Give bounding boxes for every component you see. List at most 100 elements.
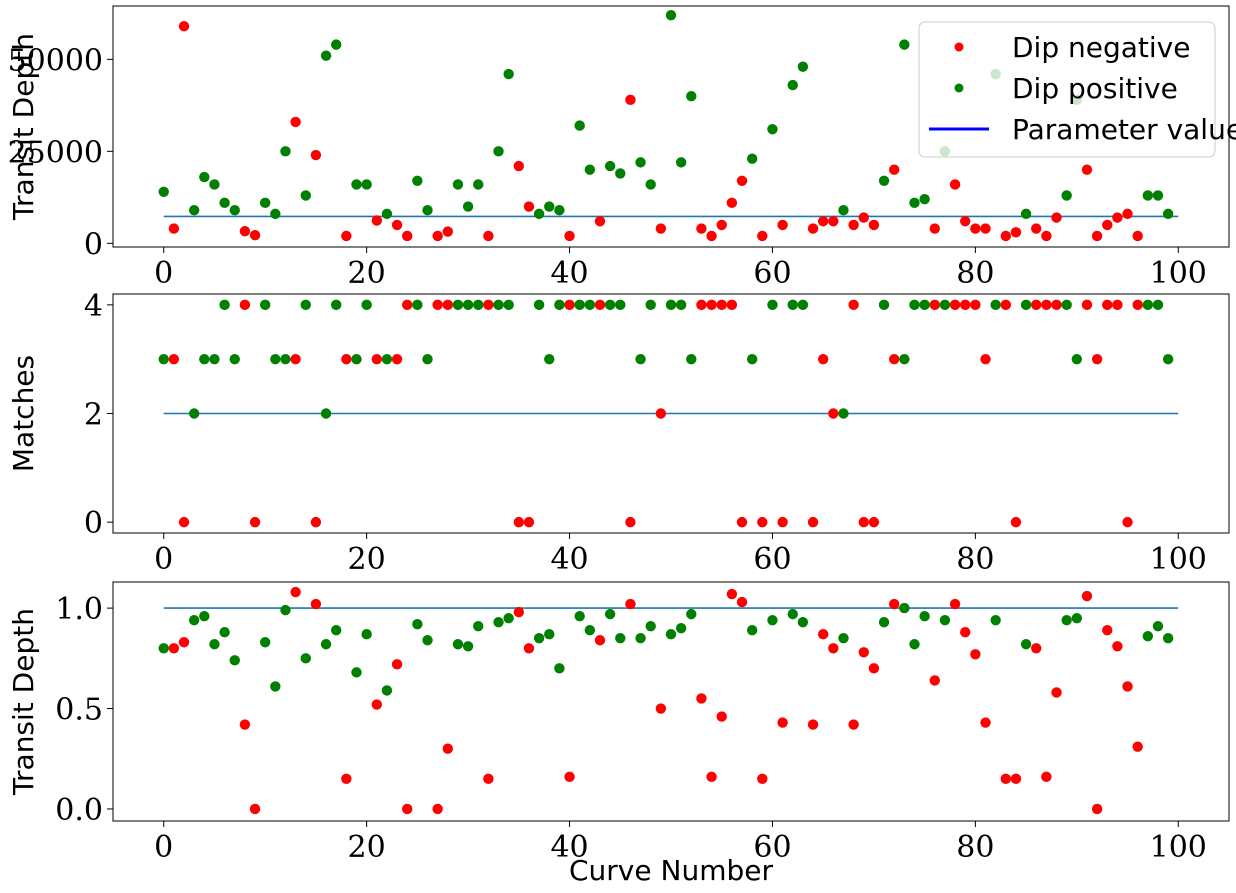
data-point <box>716 219 727 231</box>
data-point <box>391 659 403 670</box>
data-point <box>939 614 951 626</box>
data-point <box>442 743 453 754</box>
legend-label: Dip negative <box>1012 31 1190 64</box>
y-tick-label: 50000 <box>8 43 103 78</box>
data-point <box>848 299 859 311</box>
x-tick-label: 80 <box>956 542 994 577</box>
data-point <box>980 223 991 234</box>
data-point <box>645 179 656 190</box>
data-point <box>310 598 322 610</box>
data-point <box>1102 625 1113 636</box>
data-point <box>544 629 555 640</box>
data-point <box>635 353 646 365</box>
legend: Dip negative Dip positive Parameter value <box>918 21 1236 158</box>
data-point <box>280 604 291 616</box>
data-point <box>797 616 809 628</box>
axes-frame <box>112 5 1230 248</box>
data-point <box>483 773 494 785</box>
data-point <box>1031 643 1042 654</box>
data-point <box>757 230 768 242</box>
data-point <box>960 216 971 227</box>
y-axis-label: Matches <box>7 355 40 472</box>
data-point <box>290 116 301 128</box>
data-point <box>513 160 525 172</box>
x-tick-label: 60 <box>753 256 791 291</box>
data-point <box>645 620 656 632</box>
x-tick-label: 0 <box>154 542 173 577</box>
data-point <box>199 610 210 622</box>
data-point <box>1051 299 1062 311</box>
data-point <box>838 408 849 419</box>
legend-marker <box>954 42 964 52</box>
data-point <box>797 61 809 72</box>
data-point <box>402 299 413 311</box>
data-point <box>858 647 869 658</box>
data-point <box>371 215 382 226</box>
data-point <box>949 598 961 610</box>
data-point <box>899 39 910 50</box>
data-point <box>1031 299 1042 311</box>
data-point <box>858 212 869 223</box>
data-point <box>675 157 687 168</box>
x-tick-label: 0 <box>154 256 173 291</box>
data-point <box>584 625 596 636</box>
x-tick-label: 80 <box>956 256 994 291</box>
data-point <box>594 299 606 311</box>
data-point <box>706 771 717 783</box>
y-tick-label: 4 <box>84 289 103 324</box>
data-point <box>1010 516 1022 528</box>
data-point <box>199 171 210 183</box>
series-1 <box>168 21 1143 242</box>
data-point <box>767 614 778 626</box>
data-point <box>249 803 261 815</box>
y-tick-label: 1.0 <box>55 592 103 627</box>
data-point <box>858 516 869 528</box>
data-point <box>473 620 484 632</box>
data-point <box>1081 164 1093 175</box>
data-point <box>574 120 585 131</box>
data-point <box>371 353 382 365</box>
data-point <box>554 205 565 216</box>
data-point <box>209 353 220 365</box>
data-point <box>1132 230 1143 242</box>
data-point <box>1010 773 1022 785</box>
data-point <box>351 353 362 365</box>
data-point <box>300 190 311 201</box>
data-point <box>1122 516 1133 528</box>
data-point <box>604 160 616 172</box>
data-point <box>1122 208 1133 220</box>
data-point <box>848 219 859 231</box>
data-point <box>1051 687 1062 698</box>
data-point <box>909 639 920 650</box>
data-point <box>787 299 798 311</box>
data-point <box>777 219 788 231</box>
data-point <box>533 299 545 311</box>
data-point <box>970 649 981 660</box>
data-point <box>726 299 738 311</box>
data-point <box>168 353 180 365</box>
data-point <box>1061 299 1072 311</box>
data-point <box>990 299 1001 311</box>
data-point <box>331 625 342 636</box>
data-point <box>249 516 261 528</box>
data-point <box>625 94 636 106</box>
data-point <box>594 216 606 227</box>
x-tick-label: 20 <box>348 542 386 577</box>
data-point <box>503 68 514 80</box>
data-point <box>533 208 545 220</box>
data-point <box>391 353 403 365</box>
data-point <box>300 653 311 664</box>
data-point <box>1162 208 1174 220</box>
data-point <box>615 299 626 311</box>
data-point <box>493 146 504 157</box>
y-tick-label: 0.5 <box>55 693 103 728</box>
data-point <box>807 516 819 528</box>
data-point <box>523 516 535 528</box>
data-point <box>270 208 281 220</box>
data-point <box>523 201 535 212</box>
data-point <box>462 299 474 311</box>
data-point <box>158 353 169 365</box>
data-point <box>970 299 981 311</box>
data-point <box>757 773 768 785</box>
data-point <box>635 157 646 168</box>
